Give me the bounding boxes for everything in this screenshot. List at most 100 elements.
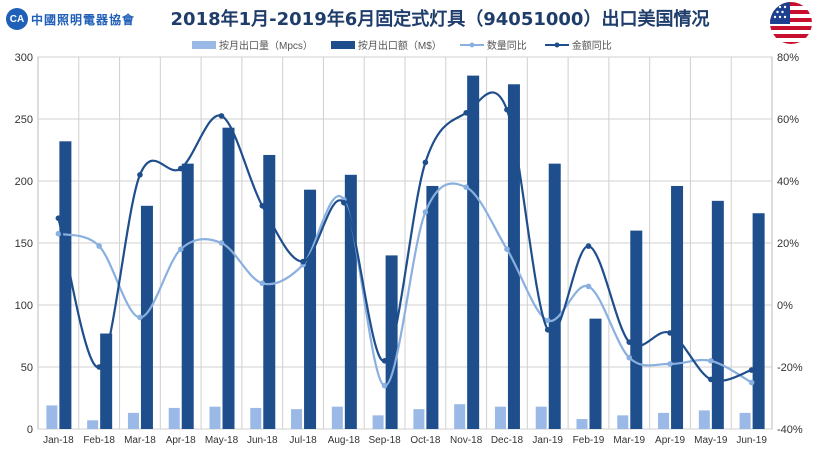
legend-label-qty-yoy: 数量同比 [486,41,527,52]
amount-yoy-point [422,159,429,166]
y-left-tick-label: 200 [15,176,33,188]
bar-qty [576,419,588,429]
amount-yoy-point [96,364,102,370]
x-tick-label: Mar-18 [124,435,156,446]
bar-qty [209,406,221,429]
qty-yoy-point [137,314,143,321]
y-right-tick-label: 80% [777,52,799,64]
amount-yoy-point [626,339,633,346]
bar-amount [181,163,194,429]
x-tick-label: Jan-18 [43,435,74,446]
amount-yoy-point [585,243,592,249]
qty-yoy-point [708,358,714,364]
logo: CA 中國照明電器協會 [6,8,135,30]
logo-mark-icon: CA [6,8,28,30]
qty-yoy-point [177,246,184,252]
qty-yoy-point [55,230,62,237]
bar-qty [372,415,384,429]
y-right-tick-label: 60% [777,114,799,126]
amount-yoy-point [259,203,266,209]
amount-yoy-point [300,258,306,265]
qty-yoy-point [463,184,469,190]
qty-yoy-point [504,246,510,252]
x-tick-label: May-18 [205,435,239,446]
bar-amount [671,185,684,429]
amount-yoy-point [667,330,673,336]
legend-swatch-amt-yoy [544,42,569,47]
bar-qty [168,407,180,429]
y-left-tick-label: 300 [15,52,33,64]
legend-swatch-qty [192,40,216,49]
y-right-tick-label: -40% [777,424,803,436]
legend-item-qty: 按月出口量（Mpcs） [192,37,313,52]
bar-amount [589,318,602,429]
y-left-tick-label: 250 [15,114,33,126]
y-left-tick-label: 0 [27,424,33,436]
bar-amount [263,154,276,429]
x-tick-label: May-19 [694,435,728,446]
bar-qty [739,412,751,429]
x-tick-label: Sep-18 [368,435,401,446]
bar-amount [548,163,561,429]
bar-amount [304,189,317,429]
x-tick-label: Dec-18 [491,435,524,446]
bar-qty [698,410,710,429]
bar-amount [59,141,72,429]
x-tick-label: Aug-18 [328,435,361,446]
bar-amount [426,185,439,429]
legend: 按月出口量（Mpcs） 按月出口额（M$） 数量同比 金额同比 [192,37,612,52]
qty-yoy-point [218,240,225,246]
amount-yoy-line [57,91,752,382]
x-tick-label: Jun-18 [247,435,278,446]
x-tick-label: Jun-19 [736,435,767,446]
qty-yoy-point [381,382,388,389]
amount-yoy-point [463,110,469,116]
y-right-tick-label: -20% [777,362,803,374]
qty-yoy-point [626,354,633,361]
bar-qty [413,409,425,429]
amount-yoy-point [748,367,755,373]
x-tick-label: Apr-19 [655,435,685,446]
bar-amount [752,213,765,429]
x-tick-label: Mar-19 [613,435,645,446]
y-left-tick-label: 150 [15,238,33,250]
amount-yoy-point [708,376,714,383]
qty-yoy-point [259,280,266,287]
us-flag-icon [770,2,812,44]
qty-yoy-point [667,361,673,367]
bar-amount [222,127,235,430]
legend-item-qty-yoy: 数量同比 [459,37,527,52]
x-tick-label: Jul-18 [289,435,317,446]
legend-swatch-amt [330,40,355,49]
x-tick-label: Nov-18 [450,435,483,446]
legend-swatch-qty-yoy [459,42,484,47]
y-right-tick-label: 20% [777,238,799,250]
bar-qty [291,409,303,429]
amount-yoy-point [177,165,184,172]
x-tick-label: Feb-19 [573,435,605,446]
bar-amount [140,205,153,429]
y-left-tick-label: 50 [21,362,33,374]
bar-qty [127,412,139,429]
amount-yoy-point [544,327,551,333]
bar-qty [494,406,506,429]
qty-yoy-point [96,243,102,249]
bar-amount [467,75,480,429]
amount-yoy-point [341,199,347,206]
bar-amount [344,174,357,429]
amount-yoy-point [55,215,62,221]
qty-yoy-point [748,379,755,386]
bar-qty [535,406,547,429]
bar-qty [454,404,466,429]
bar-qty [658,412,670,429]
bar-amount [711,200,724,429]
x-tick-label: Feb-18 [83,435,115,446]
legend-label-amt-yoy: 金额同比 [571,41,612,52]
amount-yoy-point [137,172,143,178]
y-left-tick-label: 100 [15,300,33,312]
y-right-tick-label: 0% [777,300,793,312]
amount-yoy-point [218,113,225,119]
legend-item-amt-yoy: 金额同比 [544,37,612,52]
x-tick-label: Jan-19 [532,435,563,446]
